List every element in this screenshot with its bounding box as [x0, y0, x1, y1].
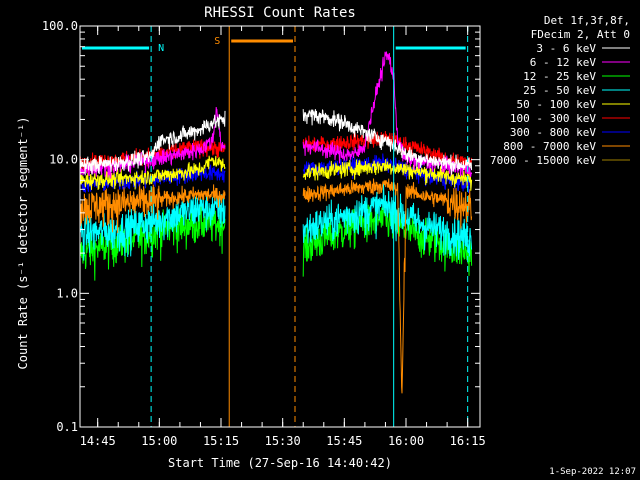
annotations: NS [79, 26, 469, 427]
legend-label-8: 7000 - 15000 keV [490, 154, 596, 167]
legend-label-4: 50 - 100 keV [517, 98, 597, 111]
series-0-segment-0 [79, 110, 226, 176]
x-tick-label: 16:00 [388, 434, 424, 448]
legend-label-3: 25 - 50 keV [523, 84, 596, 97]
y-axis-label: Count Rate (s⁻¹ detector segment⁻¹) [16, 117, 30, 370]
saa-label: S [214, 36, 220, 47]
night-label-0: N [158, 43, 164, 54]
legend-label-6: 300 - 800 keV [510, 126, 596, 139]
series-7-segment-1 [302, 178, 473, 394]
legend-label-0: 3 - 6 keV [536, 42, 596, 55]
x-axis-label: Start Time (27-Sep-16 14:40:42) [168, 456, 392, 470]
plot-area [79, 51, 473, 394]
legend-label-2: 12 - 25 keV [523, 70, 596, 83]
legend-header-line-2: FDecim 2, Att 0 [531, 28, 630, 41]
legend-header-line-1: Det 1f,3f,8f, [544, 14, 630, 27]
chart-title: RHESSI Count Rates [204, 5, 356, 21]
x-tick-label: 15:15 [203, 434, 239, 448]
series-4-segment-1 [302, 159, 473, 191]
x-tick-label: 16:15 [450, 434, 486, 448]
x-tick-label: 15:00 [141, 434, 177, 448]
legend-label-7: 800 - 7000 keV [503, 140, 596, 153]
y-tick-label: 100.0 [42, 19, 78, 33]
legend-label-5: 100 - 300 keV [510, 112, 596, 125]
timestamp-footer: 1-Sep-2022 12:07 [549, 467, 636, 477]
series-7-segment-0 [79, 182, 226, 234]
axes: 0.1 1.0 10.0 100.0 14:45 15:00 15:15 15:30 15:45… [42, 19, 486, 448]
legend-label-1: 6 - 12 keV [530, 56, 597, 69]
y-tick-label: 10.0 [49, 153, 78, 167]
series-0-segment-1 [302, 109, 473, 175]
series-4-segment-0 [79, 155, 226, 191]
x-tick-label: 15:45 [326, 434, 362, 448]
y-tick-label: 0.1 [56, 420, 78, 434]
y-tick-label: 1.0 [56, 286, 78, 300]
x-tick-label: 15:30 [265, 434, 301, 448]
plot-frame [79, 25, 481, 428]
series-1-segment-1 [302, 51, 473, 178]
series-3-segment-0 [79, 193, 226, 261]
legend: Det 1f,3f,8f, FDecim 2, Att 0 3 - 6 keV6… [490, 14, 630, 167]
x-tick-label: 14:45 [80, 434, 116, 448]
series-3-segment-1 [302, 182, 473, 260]
